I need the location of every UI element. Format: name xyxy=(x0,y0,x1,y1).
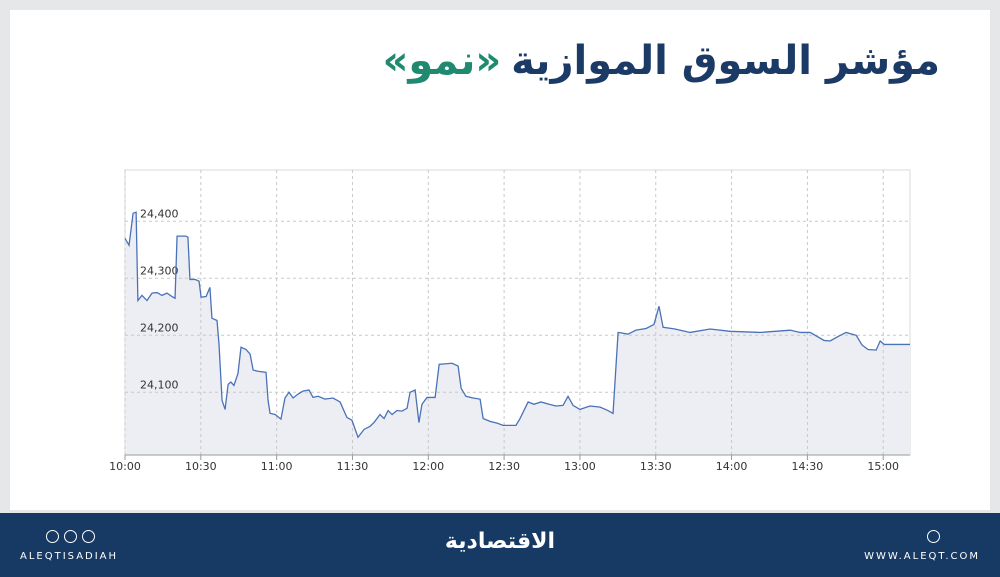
chart: 10:00 10:30 11:00 11:30 12:00 12:30 13:00 13:30… xyxy=(109,169,911,473)
x-tick-label: 14:30 xyxy=(792,460,824,473)
x-tick-label: 13:30 xyxy=(640,460,672,473)
y-tick-label: 24,100 xyxy=(140,378,179,391)
x-tick-label: 11:00 xyxy=(261,460,293,473)
y-tick-label: 24,300 xyxy=(140,264,179,277)
y-tick-label: 24,400 xyxy=(140,207,179,220)
x-tick-label: 14:00 xyxy=(716,460,748,473)
icon xyxy=(64,530,77,543)
title-highlight: «نمو» xyxy=(382,38,502,84)
icon xyxy=(927,530,940,543)
x-tick-label: 10:00 xyxy=(109,460,141,473)
x-tick-label: 15:00 xyxy=(867,460,899,473)
x-tick-label: 11:30 xyxy=(337,460,369,473)
footer-logo: الاقتصادية xyxy=(444,529,556,554)
x-tick-label: 12:00 xyxy=(412,460,444,473)
title-main: مؤشر السوق الموازية xyxy=(511,38,940,84)
icon xyxy=(46,530,59,543)
line xyxy=(124,211,910,439)
title: مؤشر السوق الموازية«نمو» xyxy=(383,38,940,84)
x-tick-label: 12:30 xyxy=(488,460,520,473)
icon xyxy=(82,530,95,543)
footer-left: ALEQTISADIAH xyxy=(20,551,119,562)
x-tick-label: 10:30 xyxy=(185,460,217,473)
footer-right: WWW.ALEQT.COM xyxy=(864,551,980,562)
area xyxy=(125,212,910,455)
footer: ALEQTISADIAH الاقتصادية WWW.ALEQT.COM xyxy=(0,513,1000,577)
x-tick-label: 13:00 xyxy=(564,460,596,473)
y-tick-label: 24,200 xyxy=(140,321,179,334)
